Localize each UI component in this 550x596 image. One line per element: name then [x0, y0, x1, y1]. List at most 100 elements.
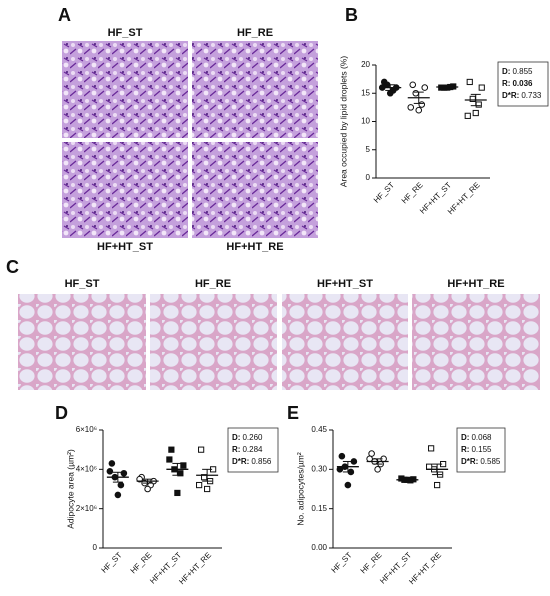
stats-label: R: — [502, 79, 510, 88]
data-point — [469, 95, 476, 103]
stats-text: R: 0.036 — [502, 79, 533, 88]
image-label: HF+HT_RE — [447, 278, 504, 290]
panel-letter: C — [6, 257, 19, 277]
panel-letter: D — [55, 403, 68, 423]
stats-value: 0.155 — [471, 445, 492, 454]
histology-image — [150, 294, 277, 390]
y-tick-label: 10 — [361, 117, 370, 126]
stats-label: R: — [232, 445, 240, 454]
histology-image — [192, 142, 318, 238]
x-tick-label: HF+HT_RE — [177, 551, 213, 587]
y-axis-title: No. adipocytes/µm² — [295, 452, 305, 526]
panel-letter: A — [58, 5, 71, 25]
data-point — [374, 466, 381, 473]
stats-box — [456, 427, 506, 473]
data-point — [366, 455, 373, 463]
stats-label: D: — [502, 67, 510, 76]
data-point — [426, 463, 433, 470]
panel-c: C HF_ST HF_RE HF+HT_ST HF+HT_RE — [6, 257, 540, 390]
data-point — [114, 491, 122, 499]
stats-label: D*R: — [232, 457, 249, 466]
stats-label: D: — [232, 433, 240, 442]
histology-image — [18, 294, 146, 390]
data-point — [144, 485, 151, 493]
image-label: HF_RE — [195, 278, 231, 290]
histology-image — [282, 294, 408, 390]
panel-a: A HF_ST HF_RE HF+HT_ST HF+HT_RE — [58, 5, 318, 253]
data-point — [472, 109, 479, 117]
y-axis-title: Adipocyte area (µm²) — [65, 449, 75, 529]
data-point — [412, 89, 420, 97]
image-label: HF_RE — [237, 27, 273, 39]
x-tick-label: HF_ST — [329, 550, 353, 574]
x-tick-label: HF_RE — [400, 181, 425, 206]
data-point — [478, 84, 485, 91]
x-tick-label: HF_ST — [372, 180, 396, 204]
data-point — [466, 78, 473, 86]
data-point — [428, 445, 435, 452]
stats-text: R: 0.155 — [461, 445, 492, 454]
y-axis-title: Area occupied by lipid droplets (%) — [338, 56, 348, 188]
stats-value: 0.036 — [512, 79, 533, 88]
data-point — [415, 106, 423, 114]
image-label: HF_ST — [65, 278, 100, 290]
stats-text: R: 0.284 — [232, 445, 263, 454]
stats-value: 0.733 — [521, 91, 542, 100]
data-point — [117, 481, 125, 489]
data-point — [108, 460, 116, 467]
histology-image — [192, 41, 318, 138]
stats-text: D*R: 0.585 — [461, 457, 501, 466]
image-label: HF+HT_ST — [97, 241, 153, 253]
data-point — [418, 101, 426, 108]
x-tick-label: HF+HT_RE — [407, 551, 443, 587]
image-label: HF+HT_RE — [226, 241, 283, 253]
data-point — [166, 456, 173, 463]
data-point — [409, 81, 417, 89]
y-tick-label: 0.45 — [311, 425, 327, 434]
stats-label: D*R: — [502, 91, 519, 100]
image-label: HF_ST — [108, 27, 143, 39]
y-tick-label: 0 — [93, 543, 98, 552]
stats-text: D: 0.068 — [461, 433, 492, 442]
stats-label: D: — [461, 433, 469, 442]
y-tick-label: 6×10⁶ — [76, 425, 97, 434]
data-point — [434, 481, 441, 489]
data-point — [106, 468, 114, 475]
data-point — [344, 481, 352, 489]
data-point — [168, 446, 175, 453]
stats-text: D*R: 0.733 — [502, 91, 542, 100]
y-tick-label: 4×10⁶ — [76, 464, 97, 473]
stats-label: R: — [461, 445, 469, 454]
y-tick-label: 0.15 — [311, 504, 327, 513]
data-point — [198, 446, 205, 453]
y-tick-label: 0.00 — [311, 543, 327, 552]
stats-box — [227, 427, 279, 473]
data-point — [386, 89, 394, 97]
stats-text: D: 0.855 — [502, 67, 533, 76]
image-label: HF+HT_ST — [317, 278, 373, 290]
stats-value: 0.856 — [251, 457, 272, 466]
histology-image — [62, 41, 188, 138]
data-point — [421, 84, 429, 91]
stats-value: 0.260 — [242, 433, 263, 442]
stats-value: 0.585 — [480, 457, 501, 466]
data-point — [120, 469, 128, 477]
y-tick-label: 0.30 — [311, 464, 327, 473]
stats-value: 0.068 — [471, 433, 492, 442]
y-tick-label: 5 — [366, 145, 371, 154]
data-point — [196, 481, 203, 489]
stats-label: D*R: — [461, 457, 478, 466]
stats-text: D: 0.260 — [232, 433, 263, 442]
data-point — [407, 104, 415, 111]
y-tick-label: 0 — [366, 173, 371, 182]
histology-image — [412, 294, 540, 390]
data-point — [336, 466, 344, 473]
y-tick-label: 2×10⁶ — [76, 504, 97, 513]
histology-image — [62, 142, 188, 238]
x-tick-label: HF_ST — [99, 550, 123, 574]
data-point — [180, 462, 187, 469]
x-tick-label: HF_RE — [359, 551, 384, 576]
stats-value: 0.284 — [242, 445, 263, 454]
stats-box — [497, 61, 549, 107]
